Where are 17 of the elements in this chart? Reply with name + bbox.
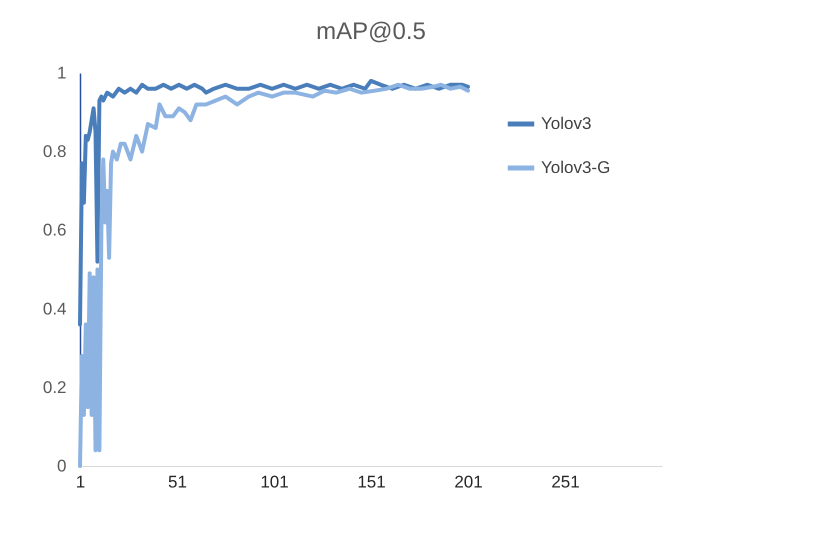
x-tick-label: 201 (454, 472, 483, 492)
x-tick-label: 251 (551, 472, 580, 492)
y-tick-label: 0 (57, 456, 66, 476)
y-tick-label: 0.2 (42, 378, 66, 397)
x-tick-label: 151 (357, 472, 386, 492)
legend-label: Yolov3-G (541, 158, 610, 177)
x-tick-label: 101 (260, 472, 289, 492)
x-tick-label: 1 (76, 472, 86, 492)
legend-label: Yolov3 (541, 114, 592, 133)
y-tick-label: 0.8 (42, 142, 66, 162)
chart-title: mAP@0.5 (316, 18, 426, 45)
y-tick-label: 0.6 (42, 220, 66, 240)
line-series (78, 78, 470, 327)
y-tick-label: 1 (57, 64, 66, 82)
line-series (78, 82, 470, 468)
y-tick-label: 0.4 (42, 299, 66, 318)
x-tick-label: 51 (168, 472, 187, 492)
